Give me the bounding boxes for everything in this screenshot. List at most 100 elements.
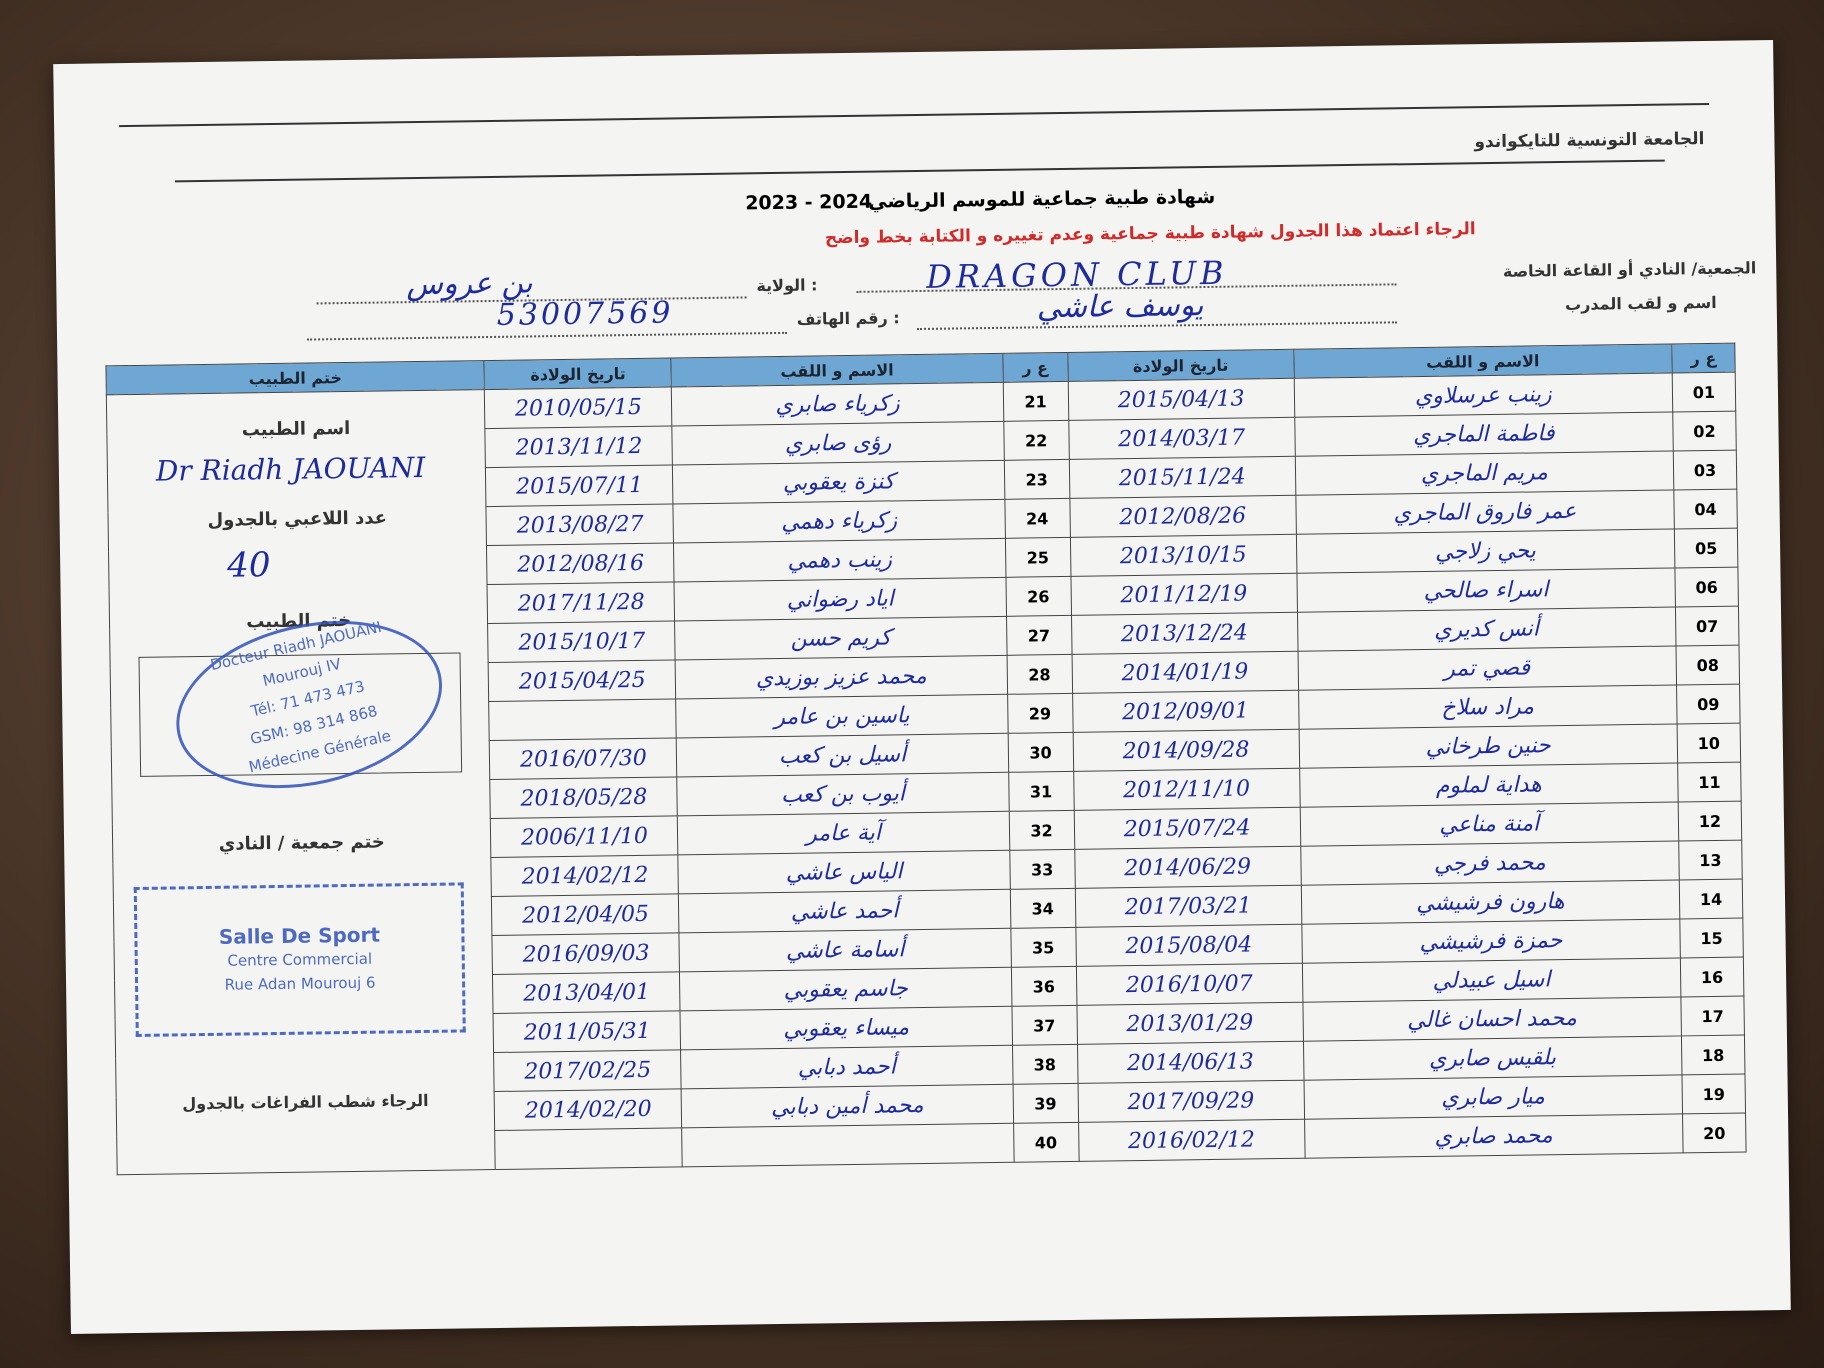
- row-number: 25: [1004, 537, 1071, 578]
- player-name: يحي زلاجي: [1296, 528, 1675, 574]
- birth-date: 2014/09/28: [1072, 729, 1300, 772]
- player-name: زينب دهمي: [673, 538, 1006, 582]
- row-number: 39: [1012, 1083, 1079, 1124]
- row-number: 07: [1675, 606, 1739, 646]
- birth-date: 2017/02/25: [493, 1049, 682, 1092]
- player-name: عمر فاروق الماجري: [1295, 489, 1675, 535]
- column-header: تاريخ الولادة: [1067, 349, 1294, 382]
- doctor-block: اسم الطبيب Dr Riadh JAOUANI عدد اللاعبي با…: [115, 390, 487, 1155]
- birth-date: 2017/11/28: [487, 581, 676, 624]
- row-number: 05: [1674, 528, 1738, 568]
- player-name: ياسين بن عامر: [676, 694, 1008, 738]
- birth-date: 2011/05/31: [493, 1010, 681, 1053]
- player-name: جاسم يعقوبي: [679, 967, 1012, 1011]
- birth-date: 2013/08/27: [486, 503, 674, 546]
- player-name: ميار صابري: [1303, 1074, 1683, 1120]
- row-number: 13: [1678, 840, 1743, 880]
- player-name: أنس كديري: [1297, 606, 1676, 652]
- row-number: 32: [1008, 810, 1075, 851]
- birth-date: 2015/08/04: [1075, 924, 1303, 967]
- row-number: 11: [1677, 762, 1742, 802]
- row-number: 37: [1011, 1005, 1078, 1046]
- row-number: 21: [1002, 381, 1069, 422]
- federation: الجامعة التونسية للتايكواندو: [1474, 129, 1705, 153]
- player-name: أيوب بن كعب: [677, 772, 1009, 816]
- coach: يوسف عاشي: [1036, 288, 1204, 326]
- row-number: 10: [1677, 723, 1741, 763]
- player-name: كنزة يعقوبي: [672, 460, 1005, 504]
- row-number: 29: [1007, 693, 1073, 734]
- birth-date: [495, 1127, 683, 1170]
- player-name: آية عامر: [677, 811, 1010, 855]
- player-name: محمد صابري: [1304, 1113, 1684, 1159]
- stamp-line: Rue Adan Mourouj 6: [224, 973, 376, 994]
- row-number: 17: [1680, 996, 1745, 1036]
- row-number: 31: [1008, 771, 1074, 812]
- state: بن عروس: [406, 265, 533, 303]
- row-number: 15: [1679, 918, 1744, 958]
- birth-date: 2015/11/24: [1068, 456, 1296, 499]
- phone: 53007569: [496, 295, 674, 333]
- title: شهادة طبية جماعية للموسم الرياضي: [868, 185, 1216, 213]
- club-stamp-label: ختم جمعية / النادي: [218, 831, 385, 855]
- player-name: محمد فرجي: [1300, 840, 1680, 886]
- player-name: حمزة فرشيشي: [1301, 918, 1681, 964]
- row-number: 03: [1673, 450, 1737, 490]
- row-number: 23: [1003, 459, 1070, 500]
- coach-label: اسم و لقب المدرب: [1564, 292, 1717, 314]
- player-name: قصي تمر: [1297, 645, 1677, 691]
- row-number: 40: [1013, 1122, 1079, 1163]
- column-header: تاريخ الولادة: [484, 357, 672, 390]
- birth-date: 2013/10/15: [1070, 534, 1297, 577]
- player-name: [682, 1123, 1014, 1167]
- column-header: الاسم و اللقب: [671, 353, 1003, 387]
- birth-date: 2012/04/05: [491, 893, 680, 936]
- top-rule: [119, 102, 1709, 128]
- birth-date: 2010/05/15: [484, 386, 673, 429]
- row-number: 34: [1009, 888, 1076, 929]
- player-name: اياد رضواني: [674, 577, 1007, 621]
- player-name: ميساء يعقوبي: [680, 1006, 1013, 1050]
- row-number: 28: [1006, 654, 1073, 695]
- table-body: 01 زينب عرسلاوي 2015/04/13 21 زكرياء صابري 20…: [106, 372, 1747, 1175]
- doctor-cell: اسم الطبيب Dr Riadh JAOUANI عدد اللاعبي با…: [106, 389, 496, 1175]
- row-number: 16: [1680, 957, 1744, 997]
- phone-label: رقم الهاتف :: [796, 308, 900, 329]
- row-number: 38: [1012, 1044, 1078, 1085]
- row-number: 18: [1681, 1035, 1745, 1075]
- row-number: 33: [1009, 849, 1075, 890]
- player-name: بلقيس صابري: [1303, 1035, 1682, 1081]
- row-number: 35: [1010, 927, 1077, 968]
- player-name: زكرياء صابري: [671, 382, 1004, 426]
- player-name: اسيل عبيدلي: [1302, 957, 1681, 1003]
- club-label: الجمعية/ النادي أو القاعة الخاصة: [1502, 258, 1757, 281]
- birth-date: 2013/11/12: [485, 425, 673, 468]
- birth-date: 2015/04/13: [1067, 378, 1295, 421]
- row-number: 36: [1010, 966, 1077, 1007]
- player-name: حنين طرخاني: [1298, 723, 1678, 769]
- birth-date: 2012/08/16: [486, 542, 675, 585]
- birth-date: 2016/09/03: [492, 932, 680, 975]
- player-name: رؤى صابري: [672, 421, 1004, 465]
- player-name: آمنة مناعي: [1299, 801, 1679, 847]
- count-label: عدد اللاعبي بالجدول: [207, 507, 388, 531]
- birth-date: 2012/11/10: [1073, 768, 1300, 811]
- row-number: 09: [1676, 684, 1741, 724]
- row-number: 01: [1672, 372, 1736, 412]
- notice: الرجاء اعتماد هذا الجدول شهادة طبية جماع…: [824, 219, 1476, 249]
- birth-date: 2017/03/21: [1074, 885, 1302, 928]
- player-name: هداية لملوم: [1299, 762, 1679, 808]
- column-header: ع ر: [1002, 352, 1068, 383]
- footer-note: الرجاء شطب الفراغات بالجدول: [182, 1090, 429, 1114]
- birth-date: 2014/06/29: [1074, 846, 1301, 889]
- row-number: 12: [1678, 801, 1742, 841]
- club-stamp: Salle De Sport Centre Commercial Rue Adan …: [133, 882, 466, 1038]
- birth-date: 2015/07/11: [485, 464, 674, 507]
- phone-line: [307, 331, 788, 341]
- player-name: محمد عزيز بوزيدي: [675, 655, 1008, 699]
- birth-date: 2016/07/30: [489, 737, 678, 780]
- row-number: 22: [1003, 420, 1069, 461]
- birth-date: 2012/09/01: [1072, 690, 1299, 733]
- player-name: فاطمة الماجري: [1294, 411, 1674, 457]
